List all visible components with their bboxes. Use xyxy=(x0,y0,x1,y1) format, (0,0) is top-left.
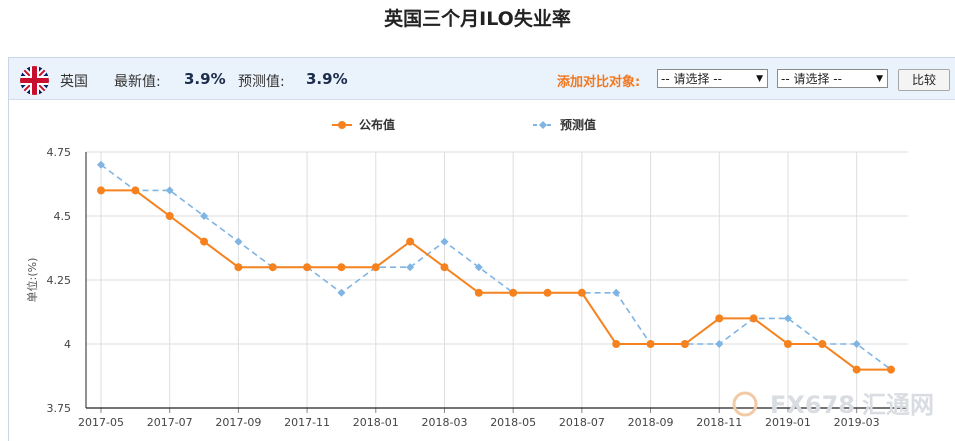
legend-forecast-label: 预测值 xyxy=(560,117,596,132)
published-series-line xyxy=(101,189,891,371)
published-point xyxy=(543,288,552,297)
forecast-point xyxy=(200,212,209,220)
published-point xyxy=(818,340,827,348)
forecast-point xyxy=(440,237,449,246)
published-point xyxy=(749,314,758,323)
x-tick-label: 2017-05 xyxy=(78,416,124,429)
published-point xyxy=(646,340,655,348)
x-tick-label: 2018-07 xyxy=(559,416,605,429)
published-point xyxy=(852,365,861,374)
published-point xyxy=(887,365,895,374)
x-tick-label: 2017-07 xyxy=(147,416,193,429)
chart-panel: 英国 最新值: 3.9% 预测值: 3.9% 添加对比对象: -- 请选择 --… xyxy=(8,57,955,441)
dropdown-arrow-icon: ▼ xyxy=(756,74,763,84)
x-tick-label: 2019-01 xyxy=(765,416,811,429)
published-point xyxy=(577,288,586,297)
latest-value: 3.9% xyxy=(184,70,226,88)
forecast-point xyxy=(852,340,861,348)
x-tick-label: 2017-11 xyxy=(284,416,330,429)
x-tick-label: 2018-01 xyxy=(353,416,399,429)
y-tick-label: 4.25 xyxy=(47,274,72,287)
x-tick-label: 2018-05 xyxy=(490,416,536,429)
forecast-point xyxy=(715,340,724,348)
x-tick-label: 2018-11 xyxy=(696,416,742,429)
forecast-point xyxy=(783,314,792,323)
x-tick-label: 2018-03 xyxy=(421,416,467,429)
forecast-point xyxy=(97,160,105,169)
published-point xyxy=(783,340,792,348)
forecast-value: 3.9% xyxy=(306,70,348,88)
published-point xyxy=(474,288,483,297)
published-point xyxy=(97,186,105,195)
forecast-point xyxy=(406,263,415,272)
page-title: 英国三个月ILO失业率 xyxy=(384,8,571,30)
watermark-logo-icon xyxy=(732,391,758,417)
x-tick-label: 2017-09 xyxy=(215,416,261,429)
compare-select-2[interactable]: -- 请选择 -- ▼ xyxy=(777,69,888,88)
published-point xyxy=(612,340,621,348)
published-point xyxy=(268,263,277,272)
legend-published-marker xyxy=(338,121,346,129)
compare-select-1[interactable]: -- 请选择 -- ▼ xyxy=(657,69,768,88)
published-point xyxy=(200,237,209,246)
forecast-point xyxy=(612,288,621,297)
published-point xyxy=(680,340,689,348)
compare-select-2-value: -- 请选择 -- xyxy=(781,72,842,86)
info-bar: 英国 最新值: 3.9% 预测值: 3.9% 添加对比对象: -- 请选择 --… xyxy=(9,58,955,100)
x-tick-label: 2019-03 xyxy=(834,416,880,429)
published-point xyxy=(337,263,346,272)
published-point xyxy=(371,263,380,272)
compare-button[interactable]: 比较 xyxy=(898,69,950,91)
legend-forecast-marker xyxy=(539,121,547,129)
published-point xyxy=(509,288,518,297)
published-point xyxy=(165,212,174,220)
published-point xyxy=(303,263,312,272)
y-tick-label: 4.5 xyxy=(54,210,72,223)
y-tick-label: 4 xyxy=(64,338,71,351)
forecast-value-label: 预测值: xyxy=(238,74,285,90)
uk-flag-icon xyxy=(20,66,49,95)
forecast-point xyxy=(337,288,346,297)
forecast-point xyxy=(474,263,483,272)
compare-select-1-value: -- 请选择 -- xyxy=(661,72,722,86)
x-tick-label: 2018-09 xyxy=(628,416,674,429)
grid xyxy=(86,151,908,409)
forecast-point xyxy=(234,237,243,246)
country-name: 英国 xyxy=(60,74,88,90)
forecast-series-line xyxy=(100,164,892,371)
forecast-point xyxy=(165,186,174,195)
published-point xyxy=(406,237,415,246)
published-point xyxy=(234,263,243,272)
dropdown-arrow-icon: ▼ xyxy=(876,74,883,84)
published-point xyxy=(715,314,724,323)
axes: 4.75 4.5 4.25 4 3.75 2017-05 2017-07 2017-09 201… xyxy=(47,146,908,429)
legend-published-label: 公布值 xyxy=(359,117,395,132)
series xyxy=(97,160,895,374)
watermark-text: FX678 xyxy=(770,391,855,419)
published-point xyxy=(131,186,140,195)
watermark: FX678 汇通网 xyxy=(732,391,934,419)
y-tick-label: 3.75 xyxy=(47,402,72,415)
published-point xyxy=(440,263,449,272)
y-tick-label: 4.75 xyxy=(47,146,72,159)
latest-value-label: 最新值: xyxy=(114,74,161,90)
y-axis-label: 单位:(%) xyxy=(25,258,39,303)
watermark-text-2: 汇通网 xyxy=(862,391,934,419)
legend: 公布值 预测值 xyxy=(332,117,596,132)
compare-label: 添加对比对象: xyxy=(557,75,641,90)
